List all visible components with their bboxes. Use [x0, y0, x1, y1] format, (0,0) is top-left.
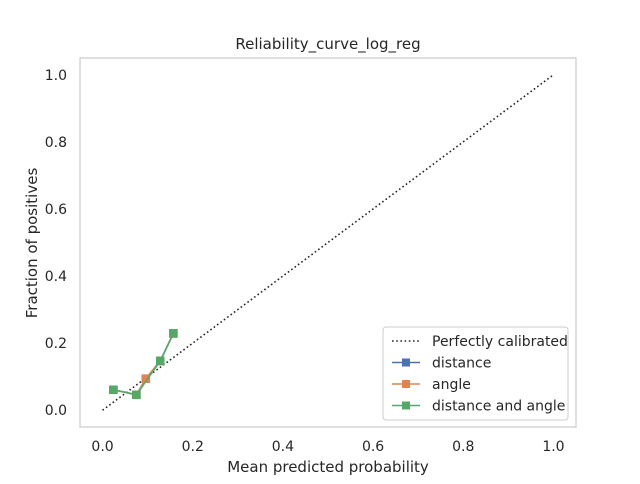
legend-label-perfectly-calibrated: Perfectly calibrated	[432, 334, 568, 350]
x-tick-label: 1.0	[542, 439, 564, 455]
x-tick-label: 0.4	[272, 439, 294, 455]
legend-label-distance-and-angle: distance and angle	[432, 399, 565, 415]
legend-label-distance: distance	[432, 356, 491, 372]
series-line-distance-and-angle	[113, 333, 175, 396]
data-point-distance-and-angle	[156, 356, 165, 366]
legend-marker-distance	[402, 358, 410, 367]
y-tick-label: 0.8	[45, 135, 67, 151]
chart-title: Reliability_curve_log_reg	[235, 35, 420, 54]
data-point-distance-and-angle	[132, 390, 141, 400]
perfectly-calibrated-line	[102, 74, 554, 411]
y-tick-label: 0.6	[45, 202, 67, 218]
legend-marker-distance-and-angle	[402, 401, 410, 410]
x-tick-label: 0.0	[91, 439, 113, 455]
legend-marker-angle	[402, 380, 410, 388]
y-tick-label: 0.2	[45, 336, 67, 352]
legend-label-angle: angle	[432, 377, 471, 393]
x-tick-label: 0.2	[182, 439, 204, 455]
y-axis-label: Fraction of positives	[23, 168, 41, 319]
x-tick-label: 0.8	[452, 439, 474, 455]
y-tick-label: 0.0	[45, 403, 67, 419]
x-tick-label: 0.6	[362, 439, 384, 455]
data-point-distance-and-angle	[109, 385, 118, 395]
data-point-distance-and-angle	[169, 329, 178, 338]
x-axis-label: Mean predicted probability	[227, 458, 429, 476]
legend-box	[382, 326, 569, 421]
y-tick-label: 0.4	[45, 269, 67, 285]
y-tick-label: 1.0	[45, 68, 67, 84]
